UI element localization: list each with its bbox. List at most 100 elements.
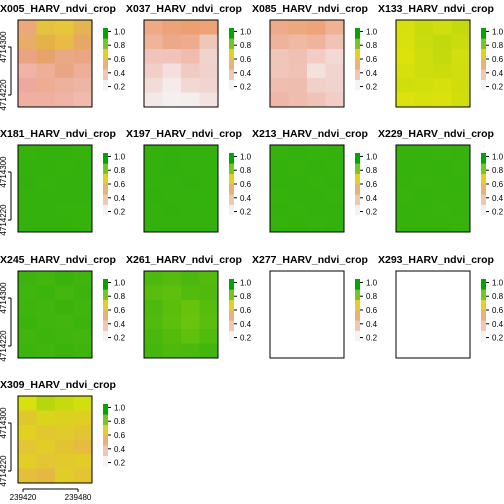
raster-cell bbox=[307, 78, 326, 93]
raster-cell bbox=[36, 145, 56, 160]
legend-tick-label: 1.0 bbox=[366, 152, 378, 161]
legend-tick-label: 0.2 bbox=[492, 334, 504, 343]
raster-cell bbox=[55, 468, 74, 484]
legend-color-segment bbox=[103, 69, 108, 80]
raster-cell bbox=[18, 271, 37, 286]
raster-cell bbox=[55, 20, 74, 35]
raster-cell bbox=[36, 20, 56, 35]
panel-frame bbox=[395, 19, 471, 108]
legend-tick-label: 0.2 bbox=[492, 83, 504, 92]
raster-cell bbox=[144, 300, 163, 315]
legend-tick-label: 0.8 bbox=[240, 41, 252, 50]
raster-cell bbox=[396, 159, 415, 175]
raster-cell bbox=[414, 20, 434, 35]
raster-cell bbox=[307, 203, 326, 218]
raster-cell bbox=[18, 20, 37, 35]
legend-color-segment bbox=[103, 194, 108, 205]
legend-color-segment bbox=[229, 320, 234, 331]
panel-title: X037_HARV_ndvi_crop bbox=[126, 3, 242, 15]
raster-cell bbox=[181, 271, 200, 286]
raster-cell bbox=[307, 49, 326, 64]
raster-cell bbox=[73, 145, 93, 160]
raster-cell bbox=[18, 425, 37, 440]
raster-cell bbox=[73, 20, 93, 35]
raster-cell bbox=[162, 63, 182, 79]
panel-title: X293_HARV_ndvi_crop bbox=[378, 254, 494, 266]
legend-tick-label: 0.6 bbox=[492, 306, 504, 315]
raster-cell bbox=[433, 174, 452, 189]
raster-cell bbox=[162, 217, 182, 233]
legend-color-segment bbox=[481, 310, 486, 321]
legend-color-segment bbox=[229, 38, 234, 49]
raster-cell bbox=[307, 174, 326, 189]
legend-color-segment bbox=[229, 173, 234, 185]
legend-color-segment bbox=[481, 194, 486, 205]
raster-cell bbox=[199, 329, 219, 344]
raster-cell bbox=[73, 396, 93, 411]
raster-cell bbox=[36, 314, 56, 330]
raster-cell bbox=[270, 159, 289, 175]
legend-color-segment bbox=[229, 289, 234, 300]
legend-color-segment bbox=[481, 59, 486, 70]
legend-color-segment bbox=[103, 414, 108, 425]
raster-cell bbox=[144, 92, 163, 108]
legend-tick-label: 0.6 bbox=[492, 55, 504, 64]
raster-cell bbox=[18, 188, 37, 204]
legend-color-segment bbox=[481, 38, 486, 49]
raster-cell bbox=[451, 20, 471, 35]
legend-tick-label: 0.2 bbox=[366, 83, 378, 92]
legend-color-segment bbox=[103, 184, 108, 195]
raster-cell bbox=[270, 203, 289, 218]
legend-color-segment bbox=[355, 204, 360, 216]
raster-cell bbox=[55, 425, 74, 440]
raster-cell bbox=[307, 63, 326, 79]
raster-cell bbox=[396, 78, 415, 93]
raster-cell bbox=[199, 92, 219, 108]
legend-color-segment bbox=[229, 279, 234, 290]
raster-cell bbox=[181, 285, 200, 301]
raster-cell bbox=[73, 410, 93, 426]
raster-cell bbox=[36, 92, 56, 108]
panel-title: X277_HARV_ndvi_crop bbox=[252, 254, 368, 266]
legend-tick-label: 0.2 bbox=[492, 208, 504, 217]
raster-cell bbox=[181, 217, 200, 233]
raster-cell bbox=[36, 174, 56, 189]
raster-cell bbox=[199, 314, 219, 330]
facet-panel: X085_HARV_ndvi_crop 0.2 0.4 0.6 0.8 1.0 bbox=[252, 3, 378, 108]
raster-cell bbox=[199, 271, 219, 286]
legend-tick-label: 1.0 bbox=[240, 27, 252, 36]
legend-tick-label: 0.8 bbox=[114, 166, 126, 175]
legend-tick-label: 0.4 bbox=[114, 194, 126, 203]
raster-cell bbox=[325, 203, 345, 218]
raster-cell bbox=[36, 49, 56, 64]
raster-cell bbox=[36, 285, 56, 301]
panel-title: X005_HARV_ndvi_crop bbox=[0, 3, 116, 15]
raster-cell bbox=[162, 188, 182, 204]
raster-cell bbox=[414, 78, 434, 93]
raster-cell bbox=[18, 410, 37, 426]
raster-cell bbox=[433, 78, 452, 93]
raster-cell bbox=[73, 92, 93, 108]
raster-cell bbox=[162, 314, 182, 330]
raster-cell bbox=[414, 174, 434, 189]
legend-tick-label: 0.8 bbox=[240, 292, 252, 301]
y-tick-label: 4714300 bbox=[0, 31, 8, 63]
raster-cell bbox=[396, 63, 415, 79]
raster-cell bbox=[144, 217, 163, 233]
raster-cell bbox=[144, 63, 163, 79]
raster-cell bbox=[288, 92, 308, 108]
raster-cell bbox=[73, 329, 93, 344]
x-tick-label: 239480 bbox=[65, 493, 92, 502]
legend-tick-label: 0.4 bbox=[492, 320, 504, 329]
facet-panel: X181_HARV_ndvi_crop 0.2 0.4 0.6 0.8 1.0 471422… bbox=[0, 128, 126, 236]
raster-cell bbox=[396, 20, 415, 35]
raster-cell bbox=[288, 145, 308, 160]
raster-cell bbox=[144, 78, 163, 93]
raster-cell bbox=[414, 188, 434, 204]
legend-color-segment bbox=[103, 435, 108, 446]
legend-color-segment bbox=[481, 330, 486, 342]
legend-color-segment bbox=[481, 173, 486, 185]
legend-color-segment bbox=[103, 48, 108, 60]
legend-color-segment bbox=[103, 289, 108, 300]
legend-tick-label: 0.4 bbox=[492, 69, 504, 78]
